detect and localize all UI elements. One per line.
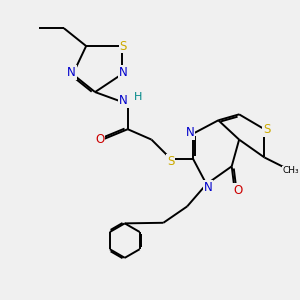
Text: N: N [204, 181, 212, 194]
Text: N: N [67, 66, 76, 79]
Text: H: H [134, 92, 142, 101]
Text: S: S [167, 155, 175, 168]
Text: N: N [186, 126, 194, 139]
Text: O: O [233, 184, 242, 196]
Text: CH₃: CH₃ [283, 166, 299, 175]
Text: N: N [119, 66, 128, 79]
Text: N: N [119, 94, 128, 107]
Text: S: S [263, 123, 270, 136]
Text: S: S [120, 40, 127, 52]
Text: O: O [95, 133, 104, 146]
